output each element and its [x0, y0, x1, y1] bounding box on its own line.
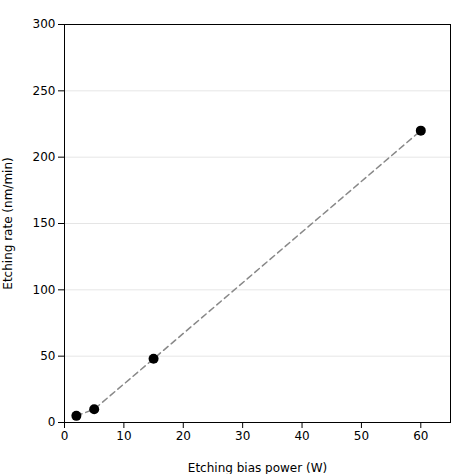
svg-text:60: 60	[413, 429, 428, 443]
svg-text:50: 50	[40, 349, 55, 363]
svg-text:40: 40	[294, 429, 309, 443]
svg-text:20: 20	[176, 429, 191, 443]
svg-text:150: 150	[33, 216, 56, 230]
svg-text:0: 0	[48, 415, 56, 429]
svg-text:100: 100	[33, 283, 56, 297]
svg-text:0: 0	[61, 429, 69, 443]
svg-text:30: 30	[235, 429, 250, 443]
svg-text:250: 250	[33, 84, 56, 98]
svg-text:300: 300	[33, 17, 56, 31]
svg-text:Etching bias power (W): Etching bias power (W)	[188, 461, 327, 474]
svg-text:Etching rate (nm/min): Etching rate (nm/min)	[1, 157, 15, 289]
svg-text:200: 200	[33, 150, 56, 164]
svg-text:50: 50	[354, 429, 369, 443]
svg-text:10: 10	[116, 429, 131, 443]
